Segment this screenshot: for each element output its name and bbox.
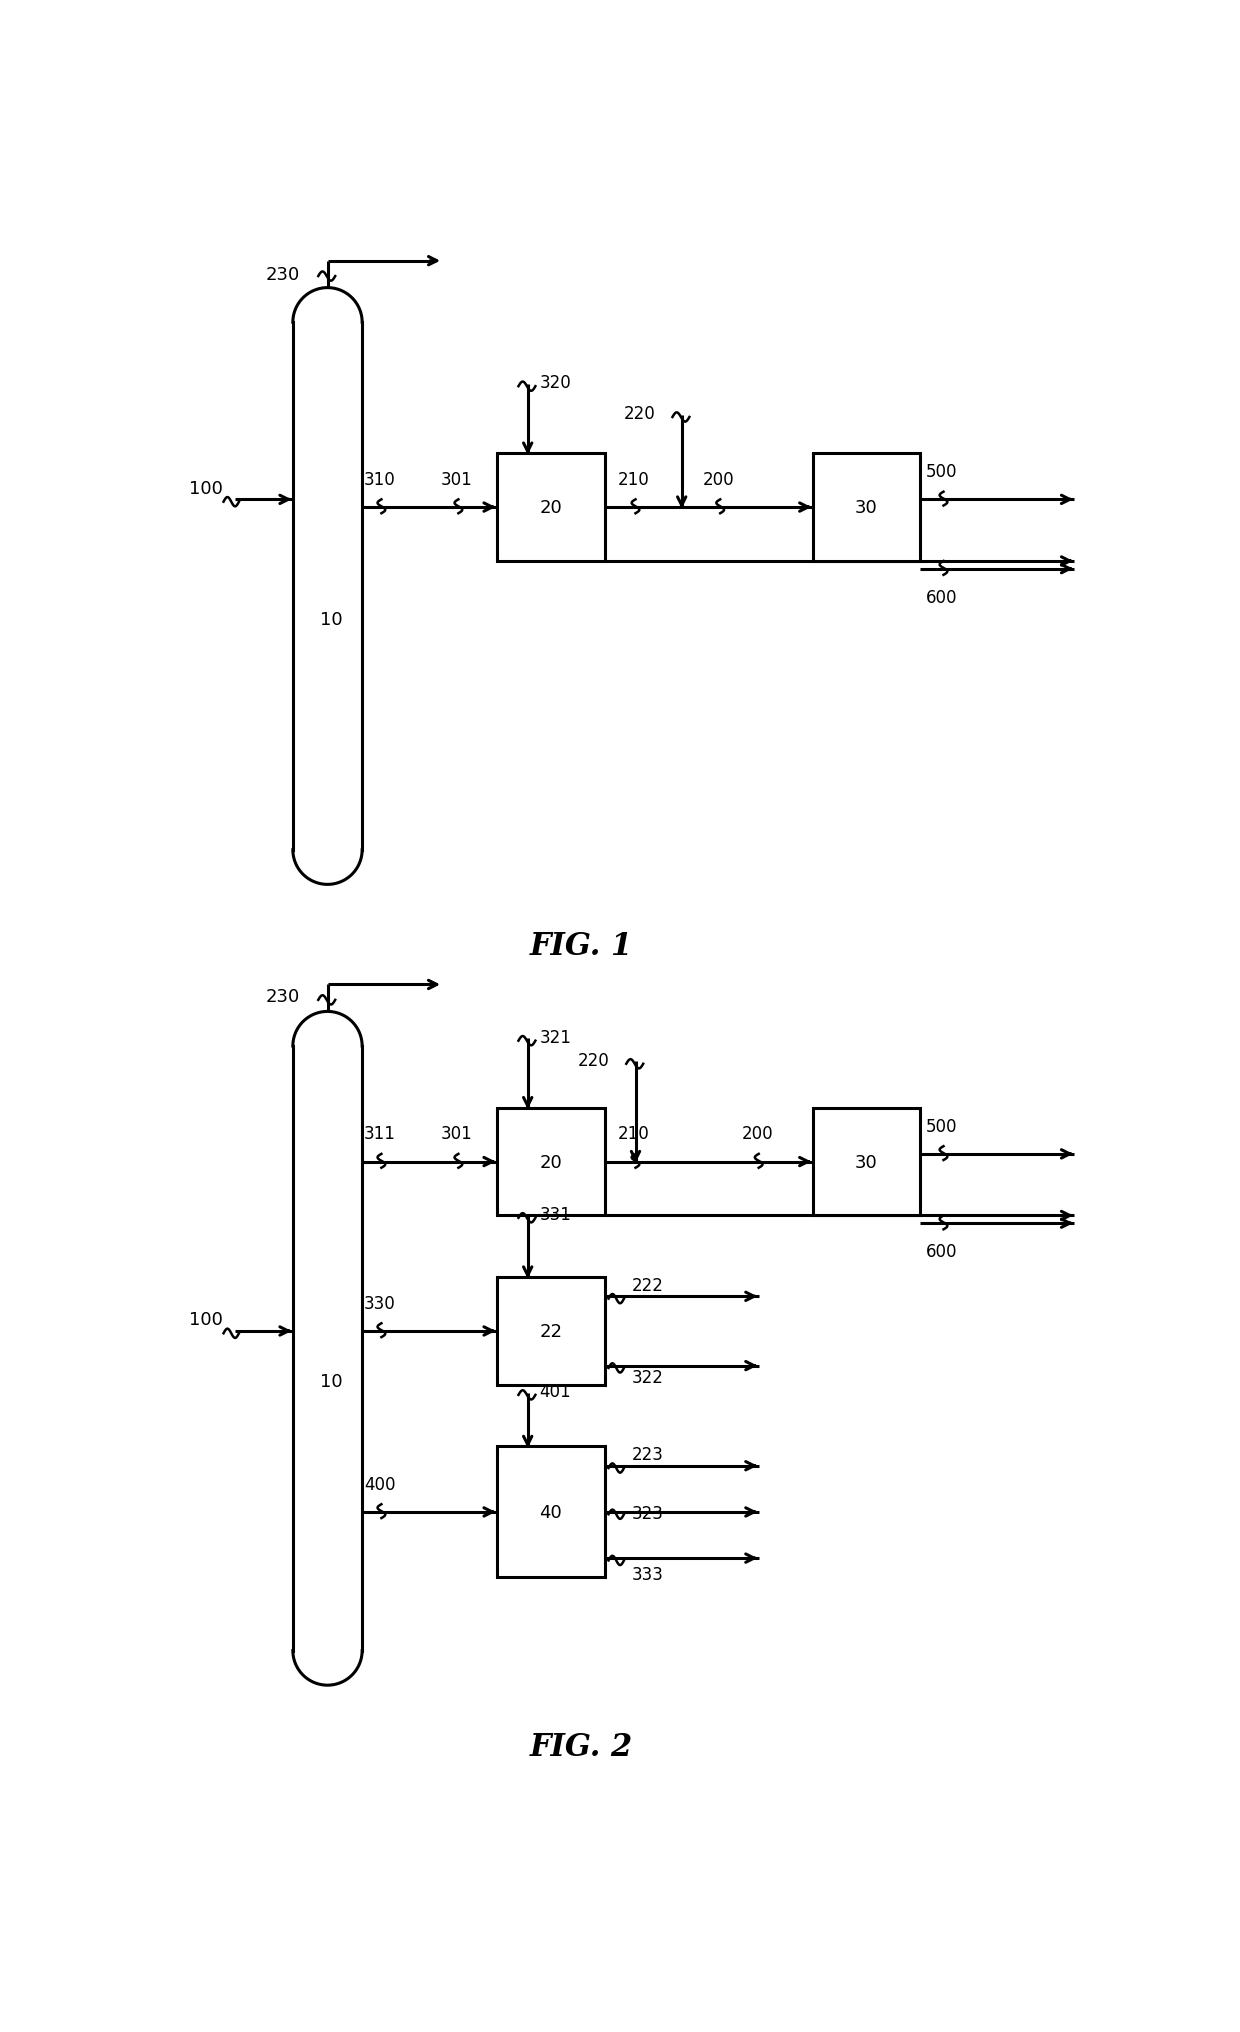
Text: 220: 220: [578, 1051, 610, 1069]
Bar: [497, 1447, 605, 1577]
Text: 220: 220: [624, 404, 656, 423]
Text: 22: 22: [539, 1323, 562, 1341]
Text: FIG. 2: FIG. 2: [529, 1731, 634, 1762]
Text: FIG. 1: FIG. 1: [529, 931, 634, 961]
Text: 10: 10: [320, 610, 342, 628]
Text: 100: 100: [188, 1311, 223, 1329]
Bar: [812, 1107, 920, 1215]
Text: 30: 30: [856, 1152, 878, 1170]
Text: 301: 301: [441, 1126, 472, 1142]
Text: 322: 322: [631, 1368, 663, 1386]
Text: 10: 10: [320, 1372, 342, 1390]
Text: 223: 223: [631, 1445, 663, 1463]
Bar: [497, 453, 605, 561]
Text: 500: 500: [926, 1118, 957, 1136]
Text: 230: 230: [265, 266, 300, 284]
Text: 311: 311: [363, 1126, 396, 1142]
Bar: [497, 1278, 605, 1386]
Text: 600: 600: [926, 589, 957, 608]
Text: 330: 330: [365, 1294, 396, 1313]
Text: 20: 20: [539, 498, 562, 516]
Text: 200: 200: [703, 471, 734, 488]
Text: 210: 210: [618, 471, 650, 488]
Text: 331: 331: [539, 1205, 572, 1223]
Text: 310: 310: [365, 471, 396, 488]
Text: 210: 210: [618, 1126, 650, 1142]
Bar: [812, 453, 920, 561]
Text: 30: 30: [856, 498, 878, 516]
Text: 401: 401: [539, 1382, 570, 1400]
Text: 600: 600: [926, 1244, 957, 1260]
Text: 321: 321: [539, 1028, 572, 1046]
Text: 333: 333: [631, 1565, 663, 1583]
Text: 400: 400: [365, 1475, 396, 1494]
Text: 230: 230: [265, 988, 300, 1006]
Text: 323: 323: [631, 1506, 663, 1522]
Text: 20: 20: [539, 1152, 562, 1170]
Bar: [497, 1107, 605, 1215]
Text: 500: 500: [926, 463, 957, 482]
Text: 320: 320: [539, 374, 570, 392]
Text: 100: 100: [188, 480, 223, 498]
Text: 301: 301: [441, 471, 472, 488]
Text: 40: 40: [539, 1504, 562, 1522]
Text: 222: 222: [631, 1276, 663, 1294]
Text: 200: 200: [742, 1126, 773, 1142]
